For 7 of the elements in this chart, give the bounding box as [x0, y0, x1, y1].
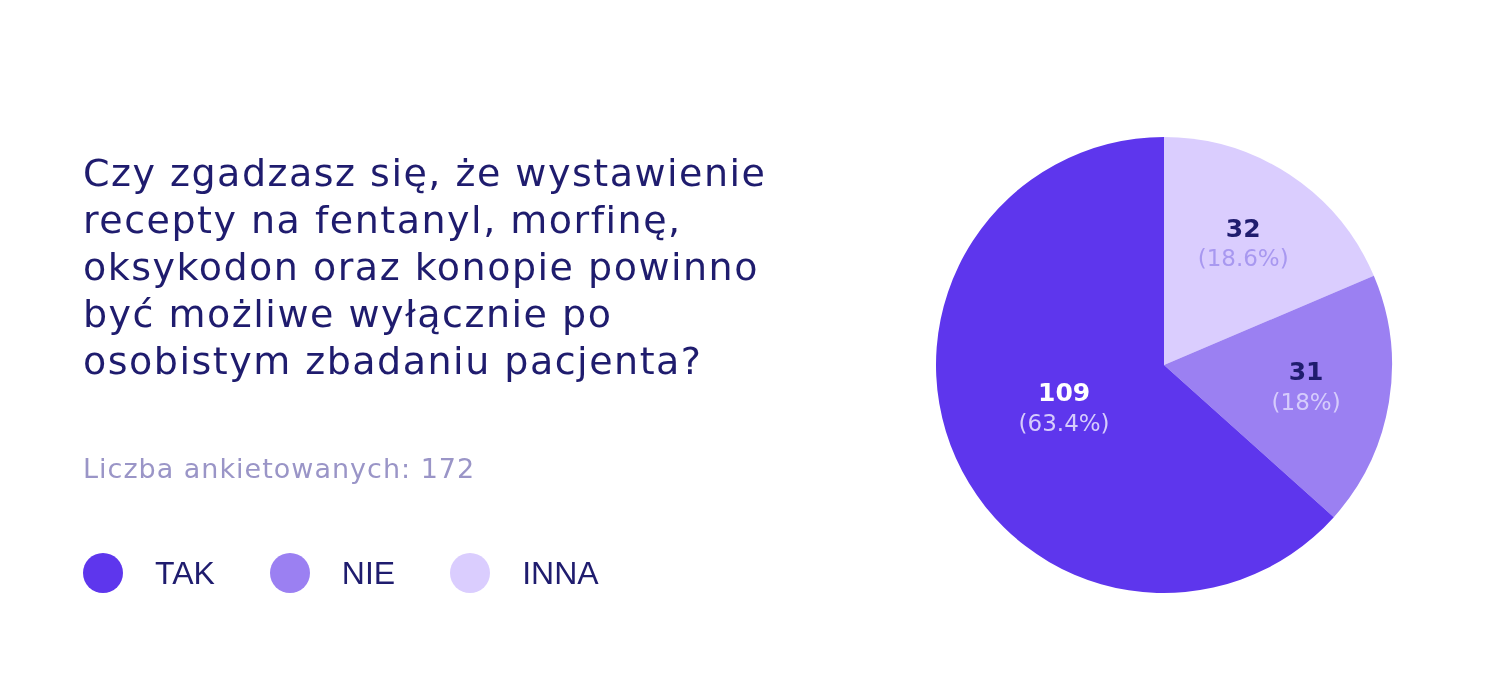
legend-label: TAK: [155, 554, 215, 593]
data-label: 31 (18%): [1271, 357, 1341, 415]
legend-label: INNA: [522, 554, 599, 593]
legend-label: NIE: [341, 554, 396, 593]
text: Czy zgadzasz się, że wystawienie recepty na fentanyl, morfinę, oksykodon oraz konopie powinno być możliwe wyłącznie po osobistym zbadaniu pacjenta?: [83, 150, 768, 385]
text: Liczba ankietowanych: 172: [83, 453, 477, 485]
data-label: 109 (63.4%): [1018, 378, 1110, 436]
